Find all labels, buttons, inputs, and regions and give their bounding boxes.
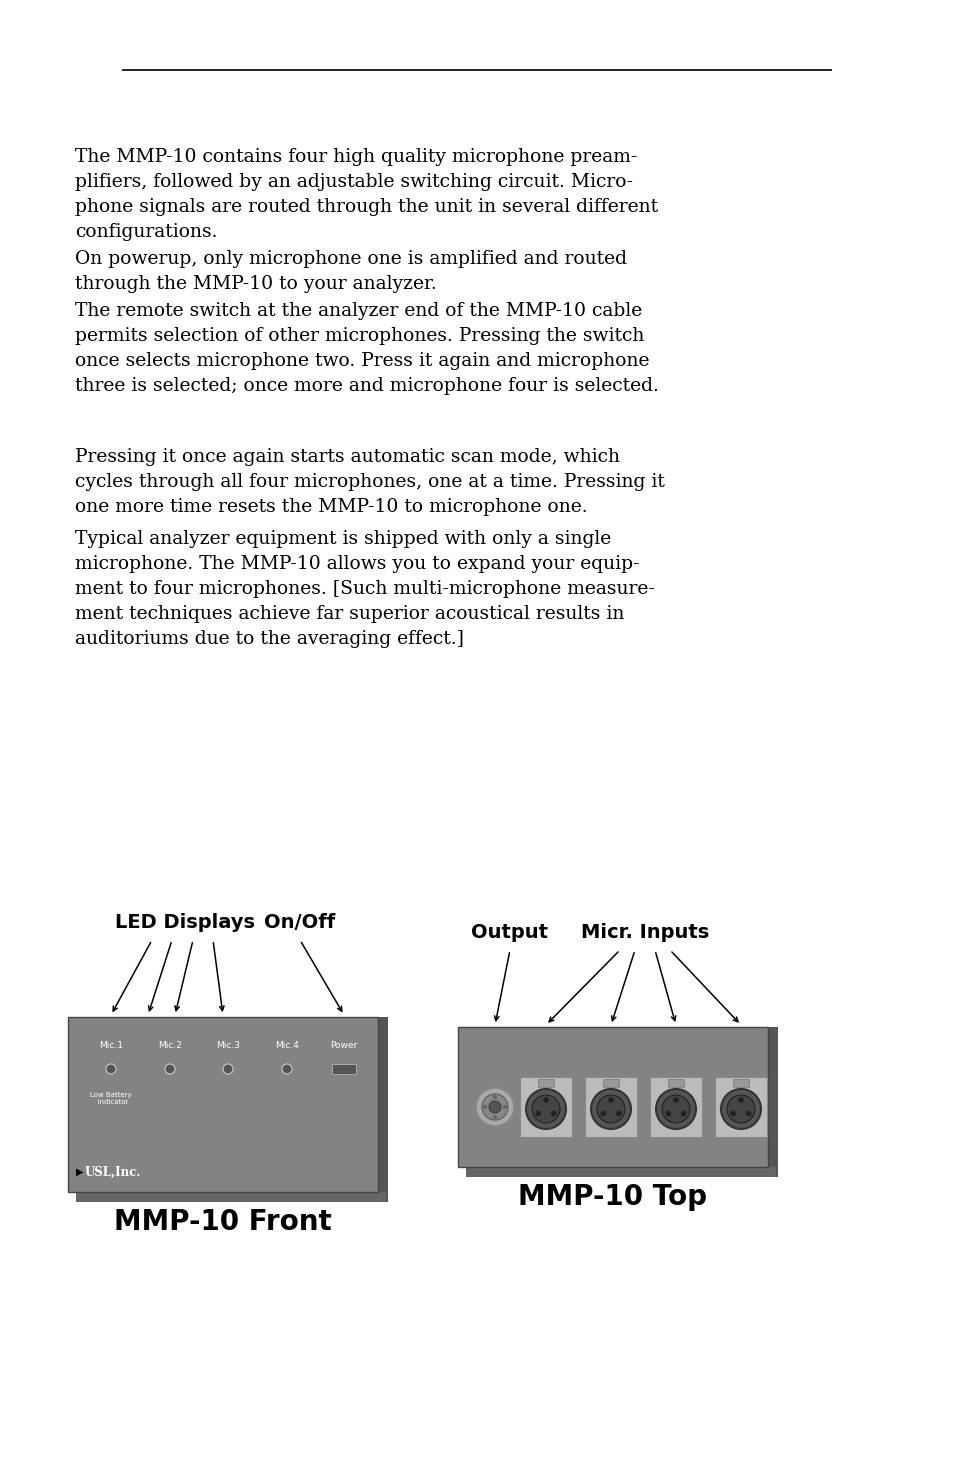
Bar <box>714 1077 766 1137</box>
Circle shape <box>532 1094 559 1122</box>
Text: ▶: ▶ <box>76 1167 84 1177</box>
Bar <box>377 1016 388 1202</box>
Bar <box>537 1080 554 1087</box>
Circle shape <box>738 1097 743 1103</box>
Circle shape <box>597 1094 624 1122</box>
Circle shape <box>482 1105 486 1109</box>
Circle shape <box>730 1111 735 1117</box>
Circle shape <box>664 1111 670 1117</box>
Text: Micr. Inputs: Micr. Inputs <box>580 922 708 941</box>
Bar <box>68 1016 377 1192</box>
Text: Mic.1: Mic.1 <box>99 1040 123 1050</box>
Text: Mic.3: Mic.3 <box>215 1040 240 1050</box>
Bar <box>767 1027 778 1177</box>
Circle shape <box>106 1063 116 1074</box>
Circle shape <box>726 1094 754 1122</box>
Circle shape <box>551 1111 556 1117</box>
Circle shape <box>673 1097 679 1103</box>
Circle shape <box>656 1089 696 1128</box>
Circle shape <box>502 1105 506 1109</box>
Circle shape <box>720 1089 760 1128</box>
Circle shape <box>493 1094 497 1099</box>
Circle shape <box>165 1063 174 1074</box>
Circle shape <box>590 1089 630 1128</box>
Text: Low Battery
  Indicator: Low Battery Indicator <box>90 1092 132 1105</box>
Text: MMP-10 Front: MMP-10 Front <box>114 1208 332 1236</box>
Text: On powerup, only microphone one is amplified and routed
through the MMP-10 to yo: On powerup, only microphone one is ampli… <box>75 249 626 294</box>
Text: Mic.4: Mic.4 <box>274 1040 298 1050</box>
Text: The remote switch at the analyzer end of the MMP-10 cable
permits selection of o: The remote switch at the analyzer end of… <box>75 302 659 395</box>
Bar <box>667 1080 683 1087</box>
Circle shape <box>476 1089 514 1125</box>
Bar <box>332 1063 355 1074</box>
Circle shape <box>535 1111 540 1117</box>
Bar <box>584 1077 637 1137</box>
Circle shape <box>608 1097 613 1103</box>
Text: USL,Inc.: USL,Inc. <box>85 1165 141 1179</box>
Text: Mic.2: Mic.2 <box>158 1040 182 1050</box>
Bar <box>649 1077 701 1137</box>
Text: Power: Power <box>330 1040 357 1050</box>
Text: Output: Output <box>471 922 548 941</box>
Circle shape <box>282 1063 292 1074</box>
Text: MMP-10 Top: MMP-10 Top <box>518 1183 707 1211</box>
Circle shape <box>542 1097 548 1103</box>
Bar <box>457 1027 767 1167</box>
Circle shape <box>489 1100 500 1114</box>
Circle shape <box>223 1063 233 1074</box>
Text: LED Displays: LED Displays <box>115 913 254 932</box>
Text: The MMP-10 contains four high quality microphone pream-
plifiers, followed by an: The MMP-10 contains four high quality mi… <box>75 148 658 240</box>
Circle shape <box>525 1089 565 1128</box>
Circle shape <box>680 1111 686 1117</box>
Bar <box>519 1077 572 1137</box>
Bar <box>602 1080 618 1087</box>
Circle shape <box>745 1111 751 1117</box>
Circle shape <box>661 1094 689 1122</box>
Text: Pressing it once again starts automatic scan mode, which
cycles through all four: Pressing it once again starts automatic … <box>75 448 664 516</box>
Text: On/Off: On/Off <box>264 913 335 932</box>
Circle shape <box>493 1115 497 1120</box>
Text: Typical analyzer equipment is shipped with only a single
microphone. The MMP-10 : Typical analyzer equipment is shipped wi… <box>75 530 654 648</box>
Circle shape <box>599 1111 605 1117</box>
Bar <box>732 1080 748 1087</box>
Bar <box>76 1192 386 1202</box>
Circle shape <box>616 1111 621 1117</box>
Circle shape <box>481 1094 507 1120</box>
Bar <box>465 1167 775 1177</box>
